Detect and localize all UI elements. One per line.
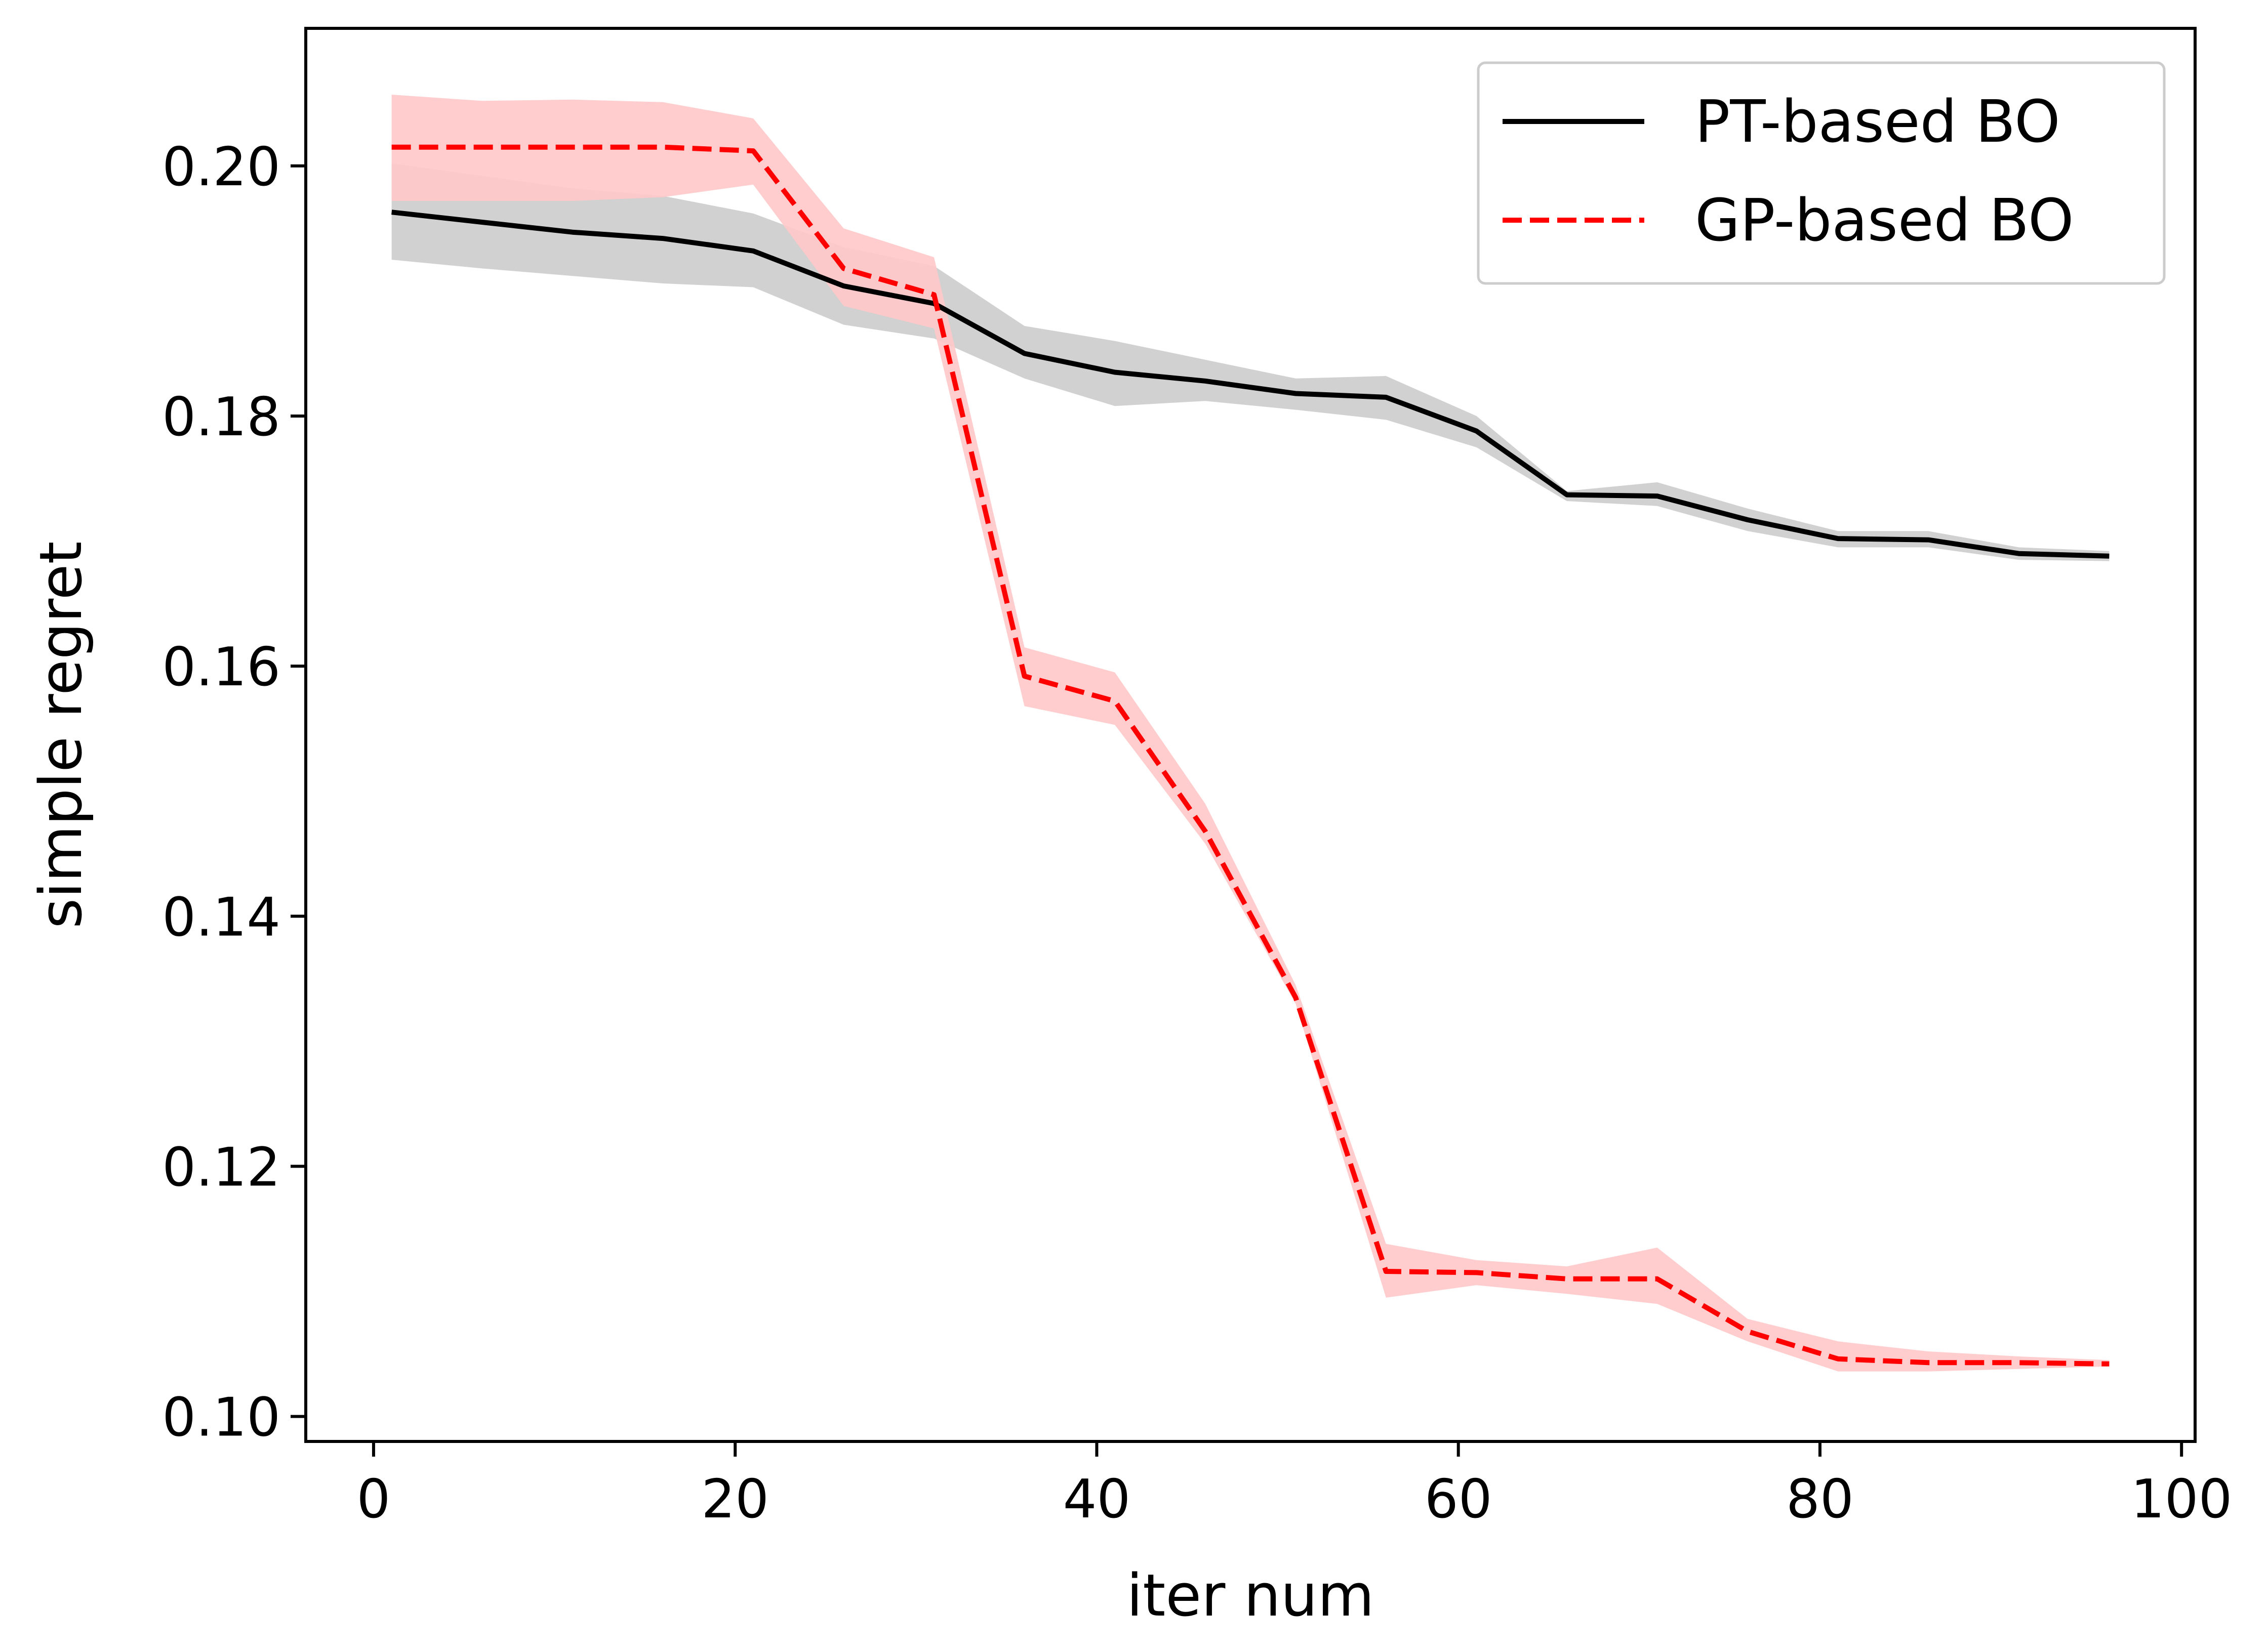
y-tick-label: 0.20 (162, 136, 280, 198)
legend-entry-gp-based-bo: GP-based BO (1695, 187, 2074, 255)
x-tick-label: 80 (1786, 1468, 1854, 1530)
legend-box (1477, 61, 2166, 285)
x-tick-label: 20 (701, 1468, 769, 1530)
line-pt-based-bo (391, 210, 2110, 559)
y-tick-label: 0.18 (162, 386, 280, 448)
y-tick-label: 0.10 (162, 1387, 280, 1449)
legend-entry-pt-based-bo: PT-based BO (1695, 88, 2060, 156)
y-tick-label: 0.12 (162, 1136, 280, 1198)
y-tick-label: 0.16 (162, 636, 280, 698)
x-tick-label: 100 (2131, 1468, 2232, 1530)
x-tick-label: 40 (1063, 1468, 1131, 1530)
y-axis-label: simple regret (27, 541, 95, 928)
series-lines (391, 144, 2110, 1367)
y-axis-ticks: 0.10 0.12 0.14 0.16 0.18 0.20 (162, 136, 306, 1449)
legend: PT-based BO GP-based BO (1477, 61, 2166, 285)
confidence-bands (391, 95, 2110, 1372)
line-gp-based-bo (391, 144, 2110, 1367)
y-tick-label: 0.14 (162, 886, 280, 948)
x-axis-ticks: 0 20 40 60 80 100 (357, 1441, 2232, 1530)
x-axis-label: iter num (1126, 1562, 1374, 1630)
x-tick-label: 60 (1425, 1468, 1492, 1530)
plot-area-frame (304, 27, 2197, 1443)
x-tick-label: 0 (357, 1468, 391, 1530)
